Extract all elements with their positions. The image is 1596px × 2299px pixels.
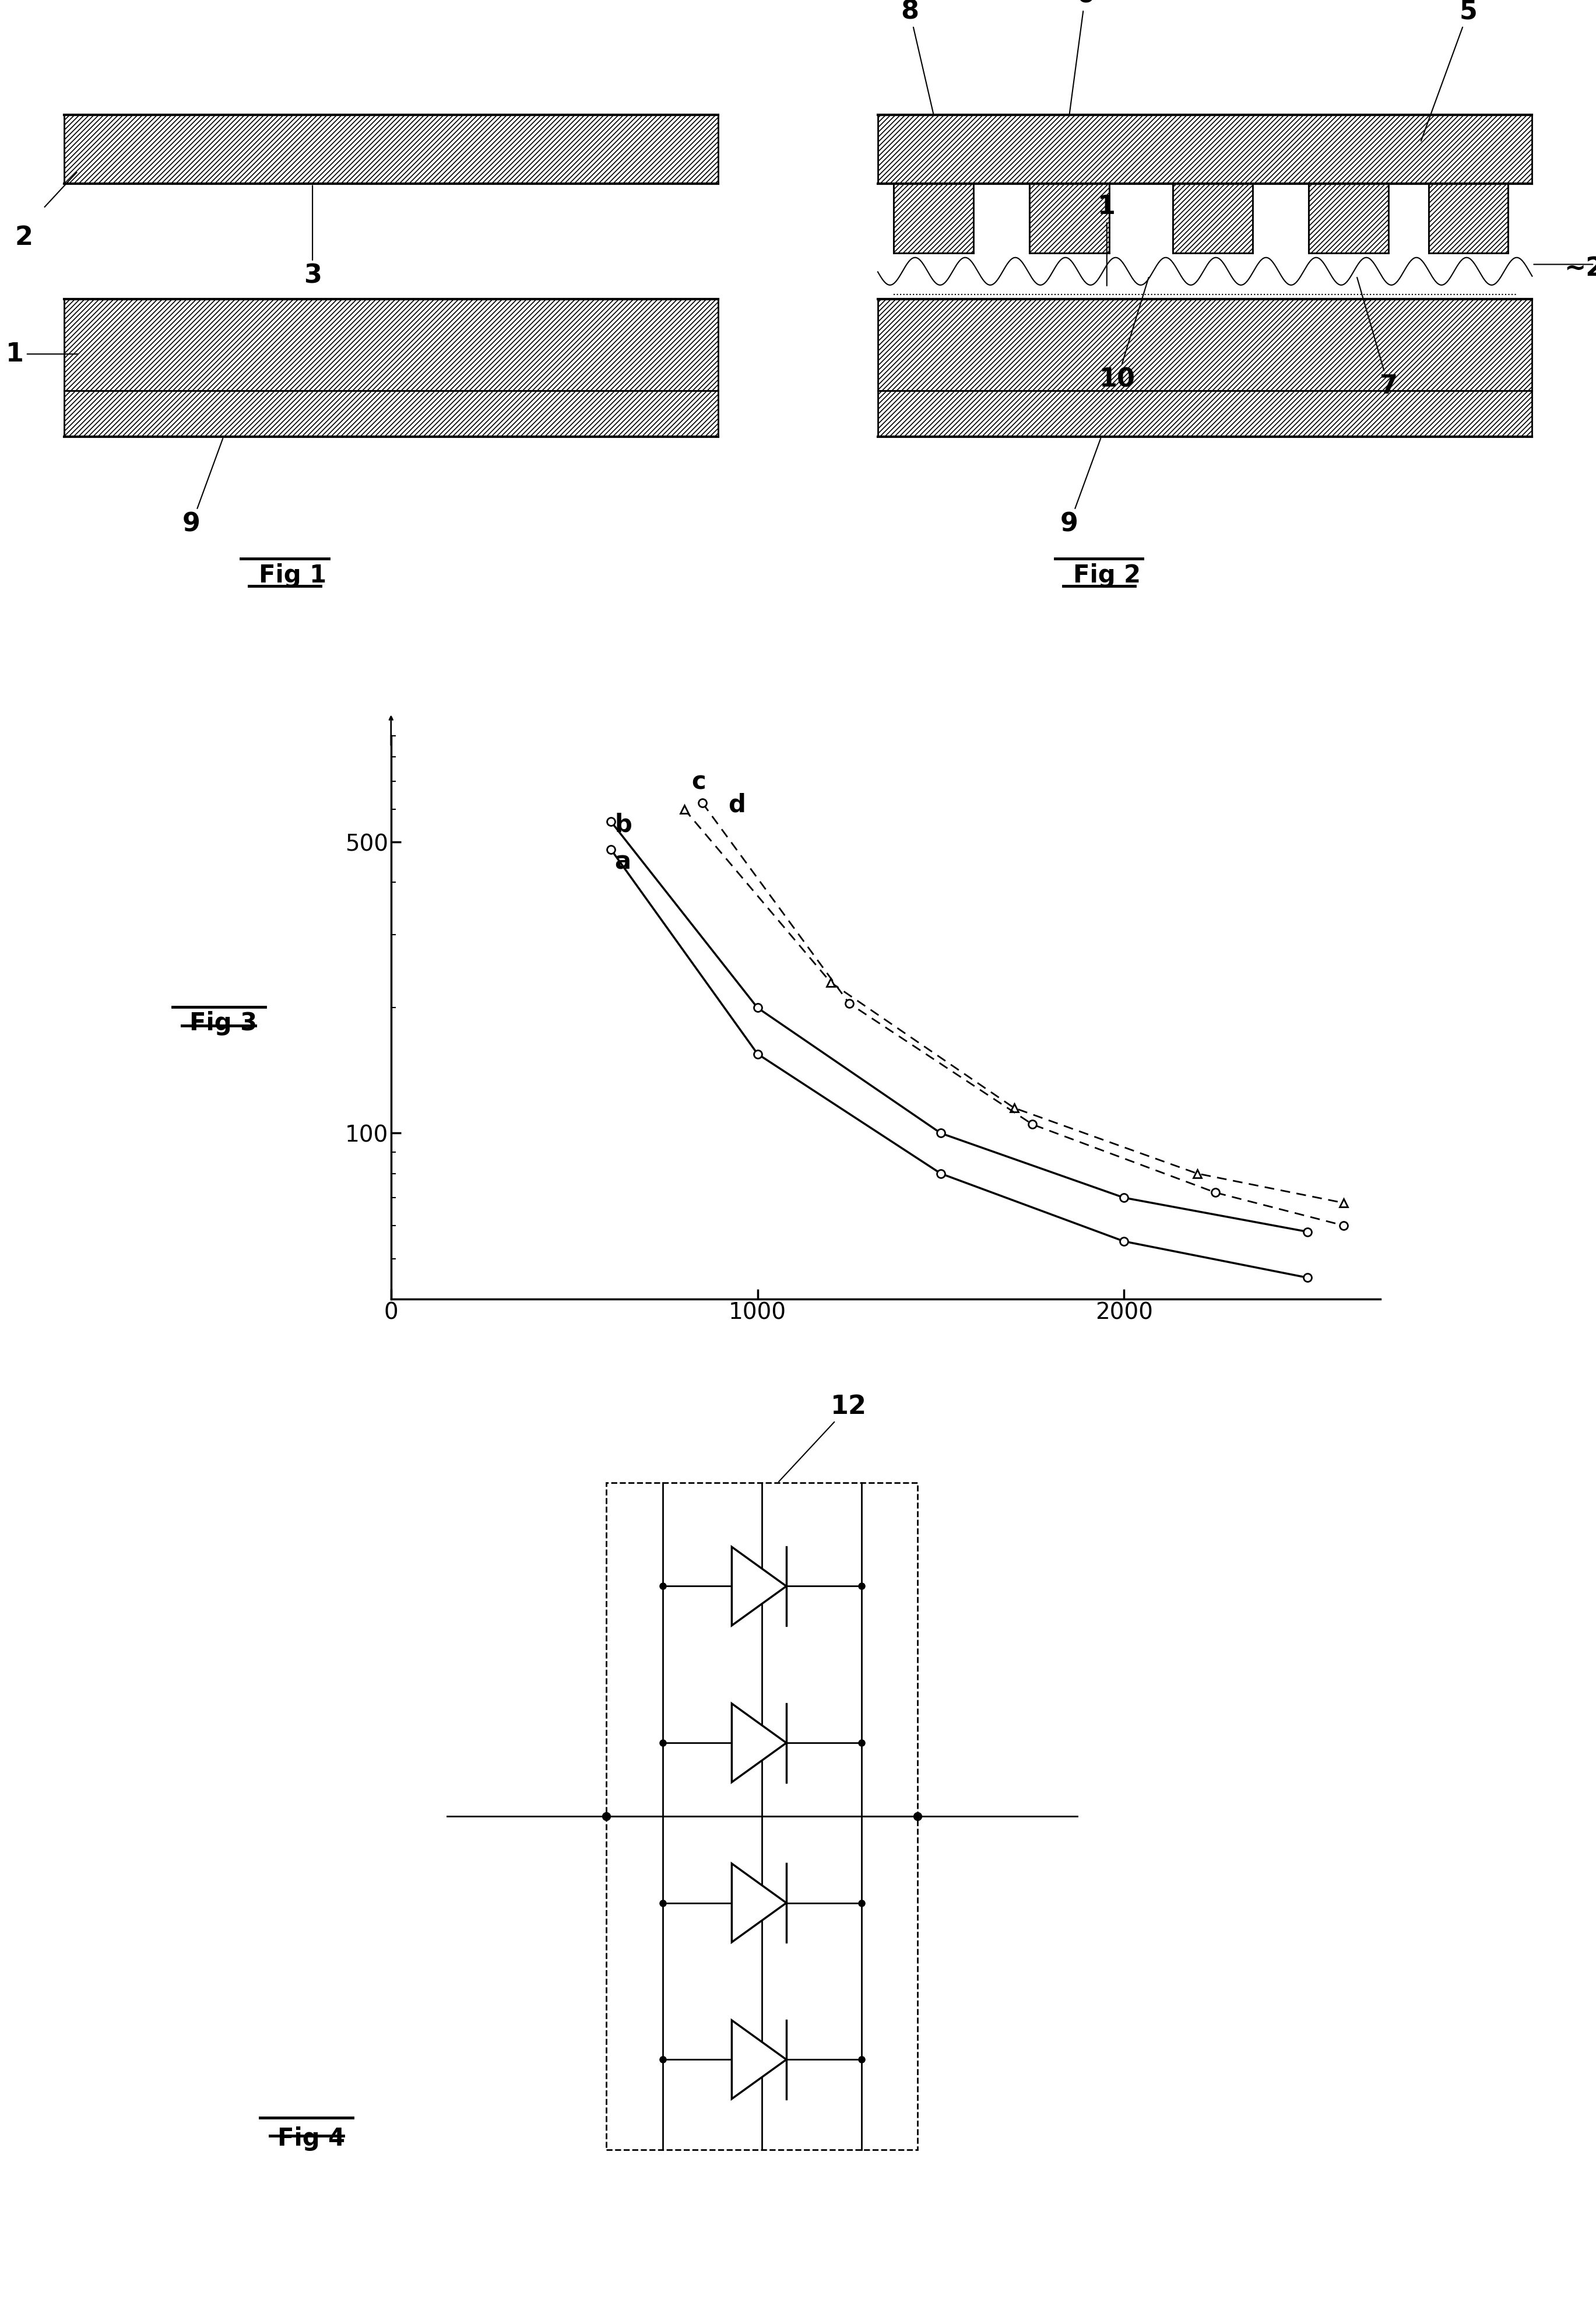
Text: 4: 4 xyxy=(1534,253,1596,276)
Bar xyxy=(64,115,718,184)
Text: 1: 1 xyxy=(1098,195,1116,285)
Bar xyxy=(1173,184,1253,253)
Text: 12: 12 xyxy=(779,1393,867,1481)
Text: 7: 7 xyxy=(1357,278,1398,398)
Bar xyxy=(894,184,974,253)
Text: 8: 8 xyxy=(900,0,934,113)
Text: ∼2: ∼2 xyxy=(1564,255,1596,280)
Bar xyxy=(1428,184,1508,253)
Text: a: a xyxy=(614,851,630,874)
Bar xyxy=(64,391,718,437)
Text: 5: 5 xyxy=(1420,0,1478,140)
Text: 9: 9 xyxy=(182,439,223,536)
Bar xyxy=(606,1483,918,2150)
Polygon shape xyxy=(731,1704,787,1782)
Polygon shape xyxy=(731,2021,787,2099)
Text: d: d xyxy=(728,793,745,818)
Polygon shape xyxy=(731,1547,787,1625)
Bar xyxy=(1029,184,1109,253)
Bar xyxy=(878,115,1532,184)
Text: 9: 9 xyxy=(1060,439,1101,536)
Text: 3: 3 xyxy=(303,186,321,287)
Bar xyxy=(878,299,1532,391)
Text: Fig 4: Fig 4 xyxy=(278,2127,345,2152)
Text: Fig 3: Fig 3 xyxy=(190,1012,257,1035)
Bar xyxy=(878,391,1532,437)
Bar xyxy=(64,299,718,391)
Text: c: c xyxy=(691,770,705,795)
Polygon shape xyxy=(731,1864,787,1943)
Text: 2: 2 xyxy=(14,225,34,251)
Text: 6: 6 xyxy=(1069,0,1095,113)
Text: b: b xyxy=(614,812,632,837)
Text: Fig 2: Fig 2 xyxy=(1073,563,1141,589)
Text: 1: 1 xyxy=(6,343,78,366)
Bar xyxy=(1309,184,1389,253)
Text: Fig 1: Fig 1 xyxy=(259,563,327,589)
Text: 10: 10 xyxy=(1100,278,1149,391)
